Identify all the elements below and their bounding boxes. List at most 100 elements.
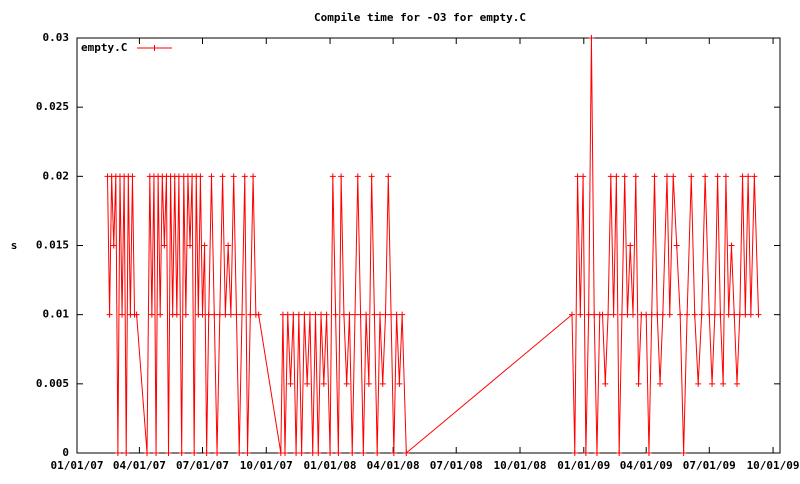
point-marker: [309, 450, 316, 456]
point-marker: [632, 173, 639, 180]
point-marker: [698, 311, 705, 318]
point-marker: [618, 311, 625, 318]
point-marker: [580, 173, 587, 180]
point-marker: [227, 311, 234, 318]
point-marker: [327, 450, 334, 456]
point-marker: [706, 311, 713, 318]
point-marker: [399, 311, 406, 318]
point-marker: [382, 311, 389, 318]
point-marker: [225, 242, 232, 249]
point-marker: [368, 173, 375, 180]
y-tick-label: 0.02: [43, 169, 70, 182]
point-marker: [680, 450, 687, 456]
legend-swatch: [137, 45, 172, 51]
point-marker: [747, 311, 754, 318]
x-tick-label: 01/01/08: [304, 459, 357, 472]
y-tick-label: 0.025: [36, 100, 69, 113]
point-marker: [569, 311, 576, 318]
point-marker: [585, 311, 592, 318]
point-marker: [663, 173, 670, 180]
point-marker: [360, 450, 367, 456]
point-marker: [379, 380, 386, 387]
point-marker: [106, 311, 113, 318]
x-tick-label: 04/01/09: [620, 459, 673, 472]
y-tick-label: 0.01: [43, 308, 70, 321]
point-marker: [666, 311, 673, 318]
point-marker: [205, 311, 212, 318]
point-marker: [728, 242, 735, 249]
point-marker: [148, 311, 155, 318]
point-marker: [241, 173, 248, 180]
point-marker: [717, 311, 724, 318]
point-marker: [123, 450, 130, 456]
point-marker: [230, 173, 237, 180]
point-marker: [643, 311, 650, 318]
point-marker: [396, 380, 403, 387]
y-tick-label: 0.03: [43, 31, 70, 44]
point-marker: [295, 311, 302, 318]
point-marker: [312, 311, 319, 318]
point-marker: [129, 173, 136, 180]
point-marker: [677, 311, 684, 318]
chart-title: Compile time for -O3 for empty.C: [314, 11, 526, 24]
point-marker: [720, 380, 727, 387]
point-marker: [197, 173, 204, 180]
point-marker: [574, 173, 581, 180]
point-marker: [304, 380, 311, 387]
point-marker: [211, 311, 218, 318]
point-marker: [144, 450, 151, 456]
point-marker: [403, 450, 410, 456]
point-marker: [239, 311, 246, 318]
point-marker: [365, 380, 372, 387]
point-marker: [133, 311, 140, 318]
point-marker: [157, 311, 164, 318]
point-marker: [755, 311, 762, 318]
point-marker: [301, 311, 308, 318]
point-marker: [624, 311, 631, 318]
point-marker: [165, 450, 172, 456]
point-marker: [673, 242, 680, 249]
point-marker: [714, 173, 721, 180]
point-marker: [284, 311, 291, 318]
point-marker: [320, 380, 327, 387]
point-marker: [588, 35, 595, 41]
y-axis-label: s: [11, 239, 18, 252]
point-marker: [593, 450, 600, 456]
point-marker: [670, 173, 677, 180]
point-marker: [287, 380, 294, 387]
point-marker: [354, 173, 361, 180]
point-marker: [222, 311, 229, 318]
point-marker: [191, 450, 198, 456]
point-marker: [244, 450, 251, 456]
x-tick-label: 04/01/08: [367, 459, 420, 472]
point-marker: [739, 173, 746, 180]
point-marker: [734, 380, 741, 387]
point-marker: [219, 173, 226, 180]
point-marker: [725, 311, 732, 318]
y-tick-label: 0.005: [36, 377, 69, 390]
x-tick-label: 07/01/07: [176, 459, 229, 472]
point-marker: [684, 311, 691, 318]
point-marker: [385, 173, 392, 180]
point-marker: [236, 450, 243, 456]
point-marker: [610, 311, 617, 318]
point-marker: [247, 311, 254, 318]
point-marker: [173, 311, 180, 318]
x-tick-label: 10/01/08: [494, 459, 547, 472]
point-marker: [346, 311, 353, 318]
x-tick-label: 01/01/09: [557, 459, 610, 472]
x-tick-label: 10/01/09: [747, 459, 800, 472]
point-marker: [645, 450, 652, 456]
point-marker: [376, 311, 383, 318]
point-marker: [203, 450, 210, 456]
point-marker: [648, 311, 655, 318]
point-marker: [340, 311, 347, 318]
point-marker: [659, 311, 666, 318]
point-marker: [357, 311, 364, 318]
point-marker: [390, 450, 397, 456]
point-marker: [582, 450, 589, 456]
point-marker: [199, 311, 206, 318]
point-marker: [621, 173, 628, 180]
point-marker: [695, 380, 702, 387]
